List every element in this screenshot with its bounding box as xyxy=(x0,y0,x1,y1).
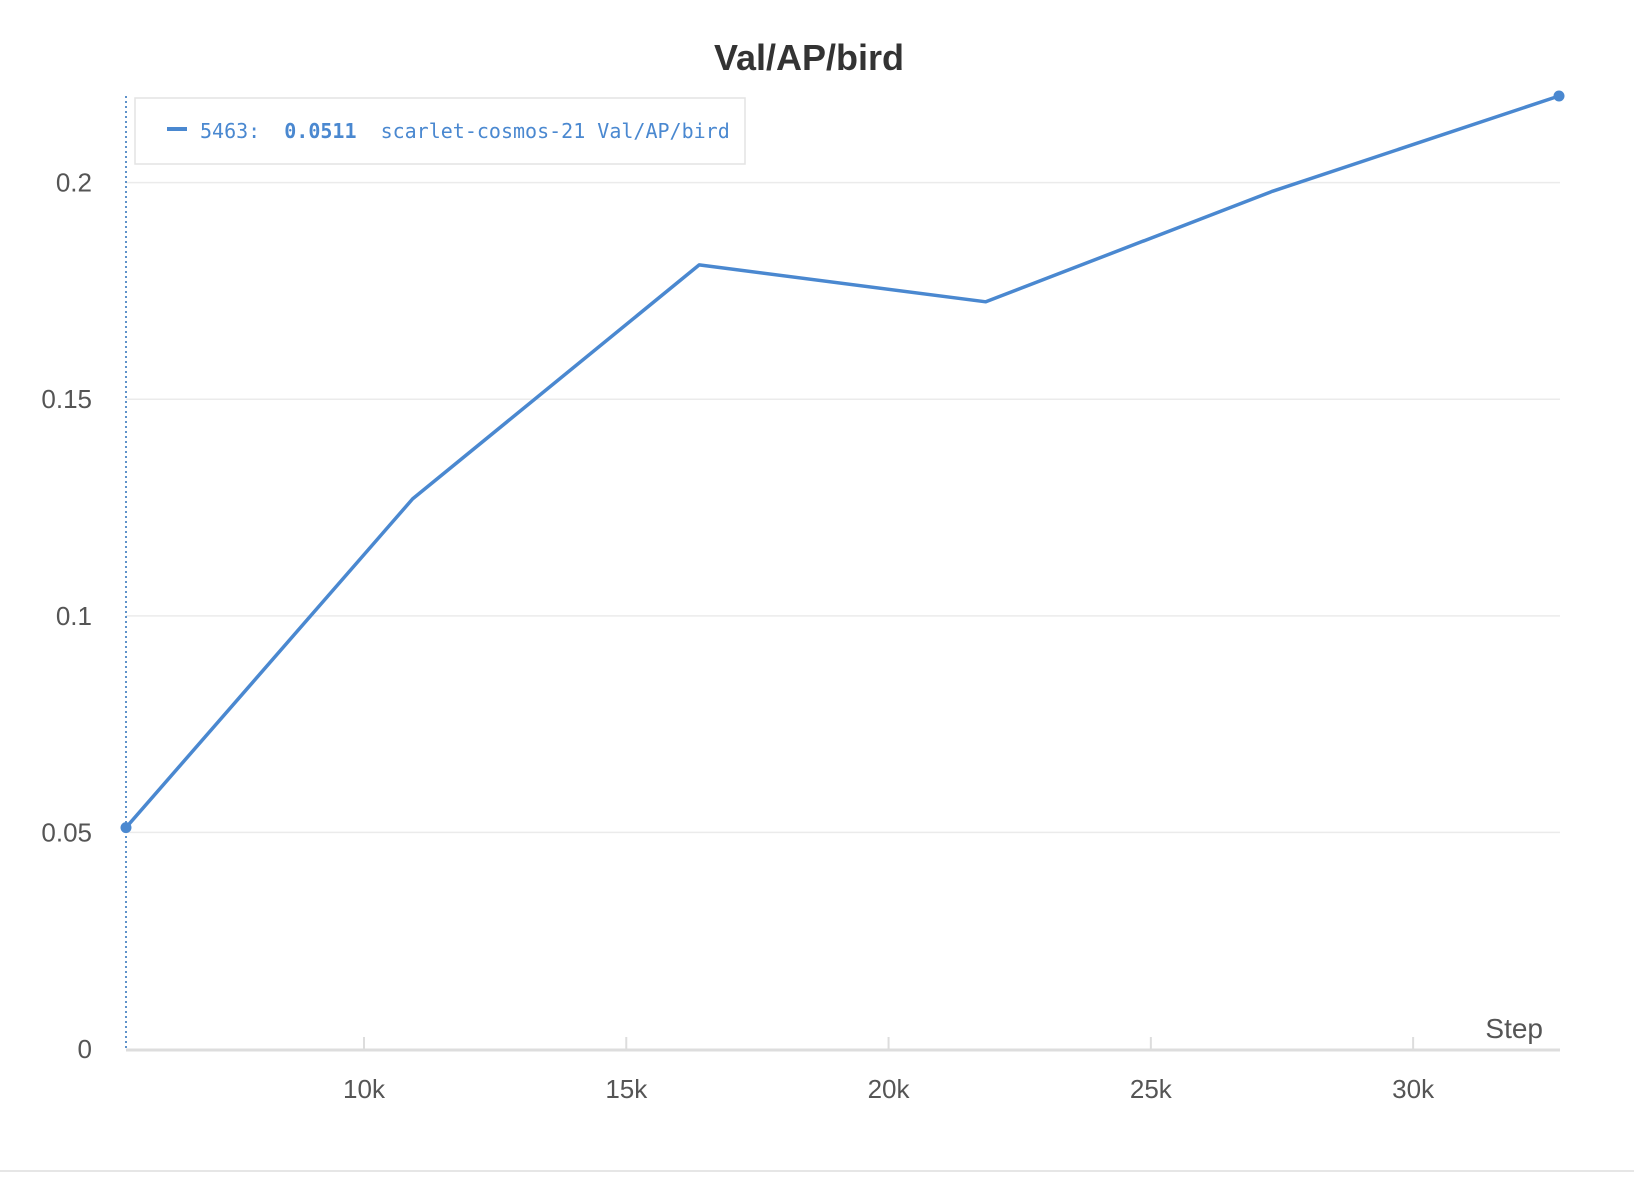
legend-series-name: scarlet-cosmos-21 Val/AP/bird xyxy=(381,119,730,143)
panel-divider xyxy=(0,1170,1634,1172)
grid-lines xyxy=(126,181,1560,834)
series xyxy=(120,90,1565,834)
legend-value: 0.0511 xyxy=(284,119,356,143)
x-tick-label: 10k xyxy=(343,1074,386,1104)
legend-box xyxy=(134,97,746,165)
data-point-start xyxy=(120,822,132,834)
x-tick-label: 20k xyxy=(868,1074,911,1104)
y-tick-label: 0.1 xyxy=(56,601,92,631)
series-line xyxy=(124,94,1560,829)
hover-legend: 5463: 0.0511 scarlet-cosmos-21 Val/AP/bi… xyxy=(134,97,746,165)
x-tick-label: 25k xyxy=(1130,1074,1173,1104)
y-tick-label: 0.2 xyxy=(56,168,92,198)
y-tick-label: 0.05 xyxy=(41,817,92,847)
y-tick-label: 0 xyxy=(78,1034,92,1064)
x-tick-label: 30k xyxy=(1392,1074,1435,1104)
legend-text: 5463: 0.0511 scarlet-cosmos-21 Val/AP/bi… xyxy=(200,119,730,143)
y-tick-label: 0.15 xyxy=(41,384,92,414)
data-point-end xyxy=(1553,90,1565,102)
x-axis-title: Step xyxy=(1485,1013,1543,1044)
x-tick-label: 15k xyxy=(605,1074,648,1104)
axes xyxy=(125,96,1560,1052)
tick-labels: 0 0.05 0.1 0.15 0.2 10k 15k 20k 25k 30k xyxy=(41,168,1435,1104)
legend-step: 5463: xyxy=(200,119,260,143)
chart-title: Val/AP/bird xyxy=(714,37,904,78)
